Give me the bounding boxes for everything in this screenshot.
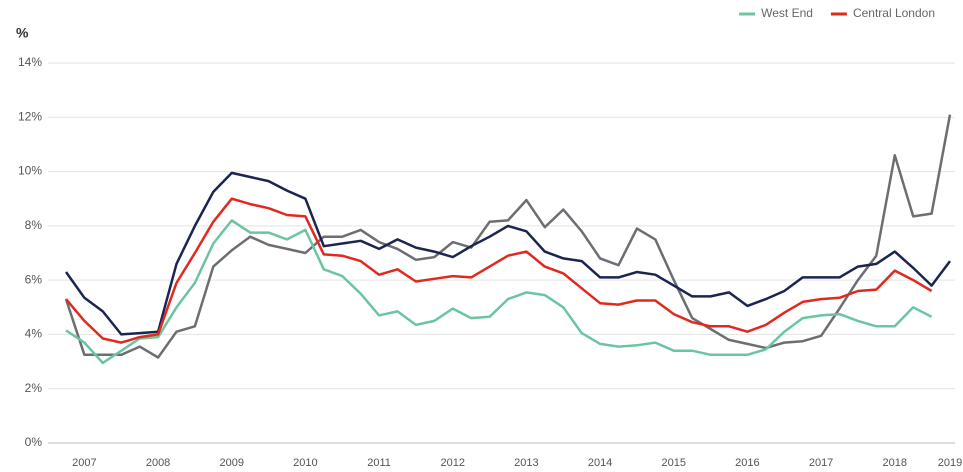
y-tick-label: 10% bbox=[18, 164, 42, 178]
x-tick-label: 2014 bbox=[588, 457, 612, 469]
x-tick-label: 2018 bbox=[883, 457, 907, 469]
y-tick-label: 8% bbox=[25, 218, 43, 232]
y-axis-title: % bbox=[16, 25, 29, 41]
x-tick-label: 2010 bbox=[293, 457, 317, 469]
legend-label: West End bbox=[761, 6, 813, 20]
y-tick-label: 12% bbox=[18, 109, 42, 123]
x-tick-label: 2012 bbox=[441, 457, 465, 469]
x-tick-label: 2013 bbox=[514, 457, 538, 469]
y-tick-label: 6% bbox=[25, 272, 43, 286]
x-tick-label: 2017 bbox=[809, 457, 833, 469]
y-tick-label: 2% bbox=[25, 381, 43, 395]
legend-label: Central London bbox=[853, 6, 935, 20]
x-tick-label: 2009 bbox=[220, 457, 244, 469]
series-line bbox=[65, 219, 933, 365]
x-tick-label: 2011 bbox=[367, 457, 391, 469]
series-line bbox=[64, 114, 952, 359]
x-tick-label: 2015 bbox=[662, 457, 686, 469]
y-tick-label: 4% bbox=[25, 327, 43, 341]
x-tick-label: 2019 bbox=[938, 457, 962, 469]
series-line bbox=[64, 171, 951, 336]
x-tick-label: 2016 bbox=[735, 457, 759, 469]
y-tick-label: 14% bbox=[18, 55, 42, 69]
y-tick-label: 0% bbox=[25, 435, 43, 449]
series-line bbox=[65, 197, 933, 344]
x-tick-label: 2008 bbox=[146, 457, 170, 469]
x-tick-label: 2007 bbox=[72, 457, 96, 469]
